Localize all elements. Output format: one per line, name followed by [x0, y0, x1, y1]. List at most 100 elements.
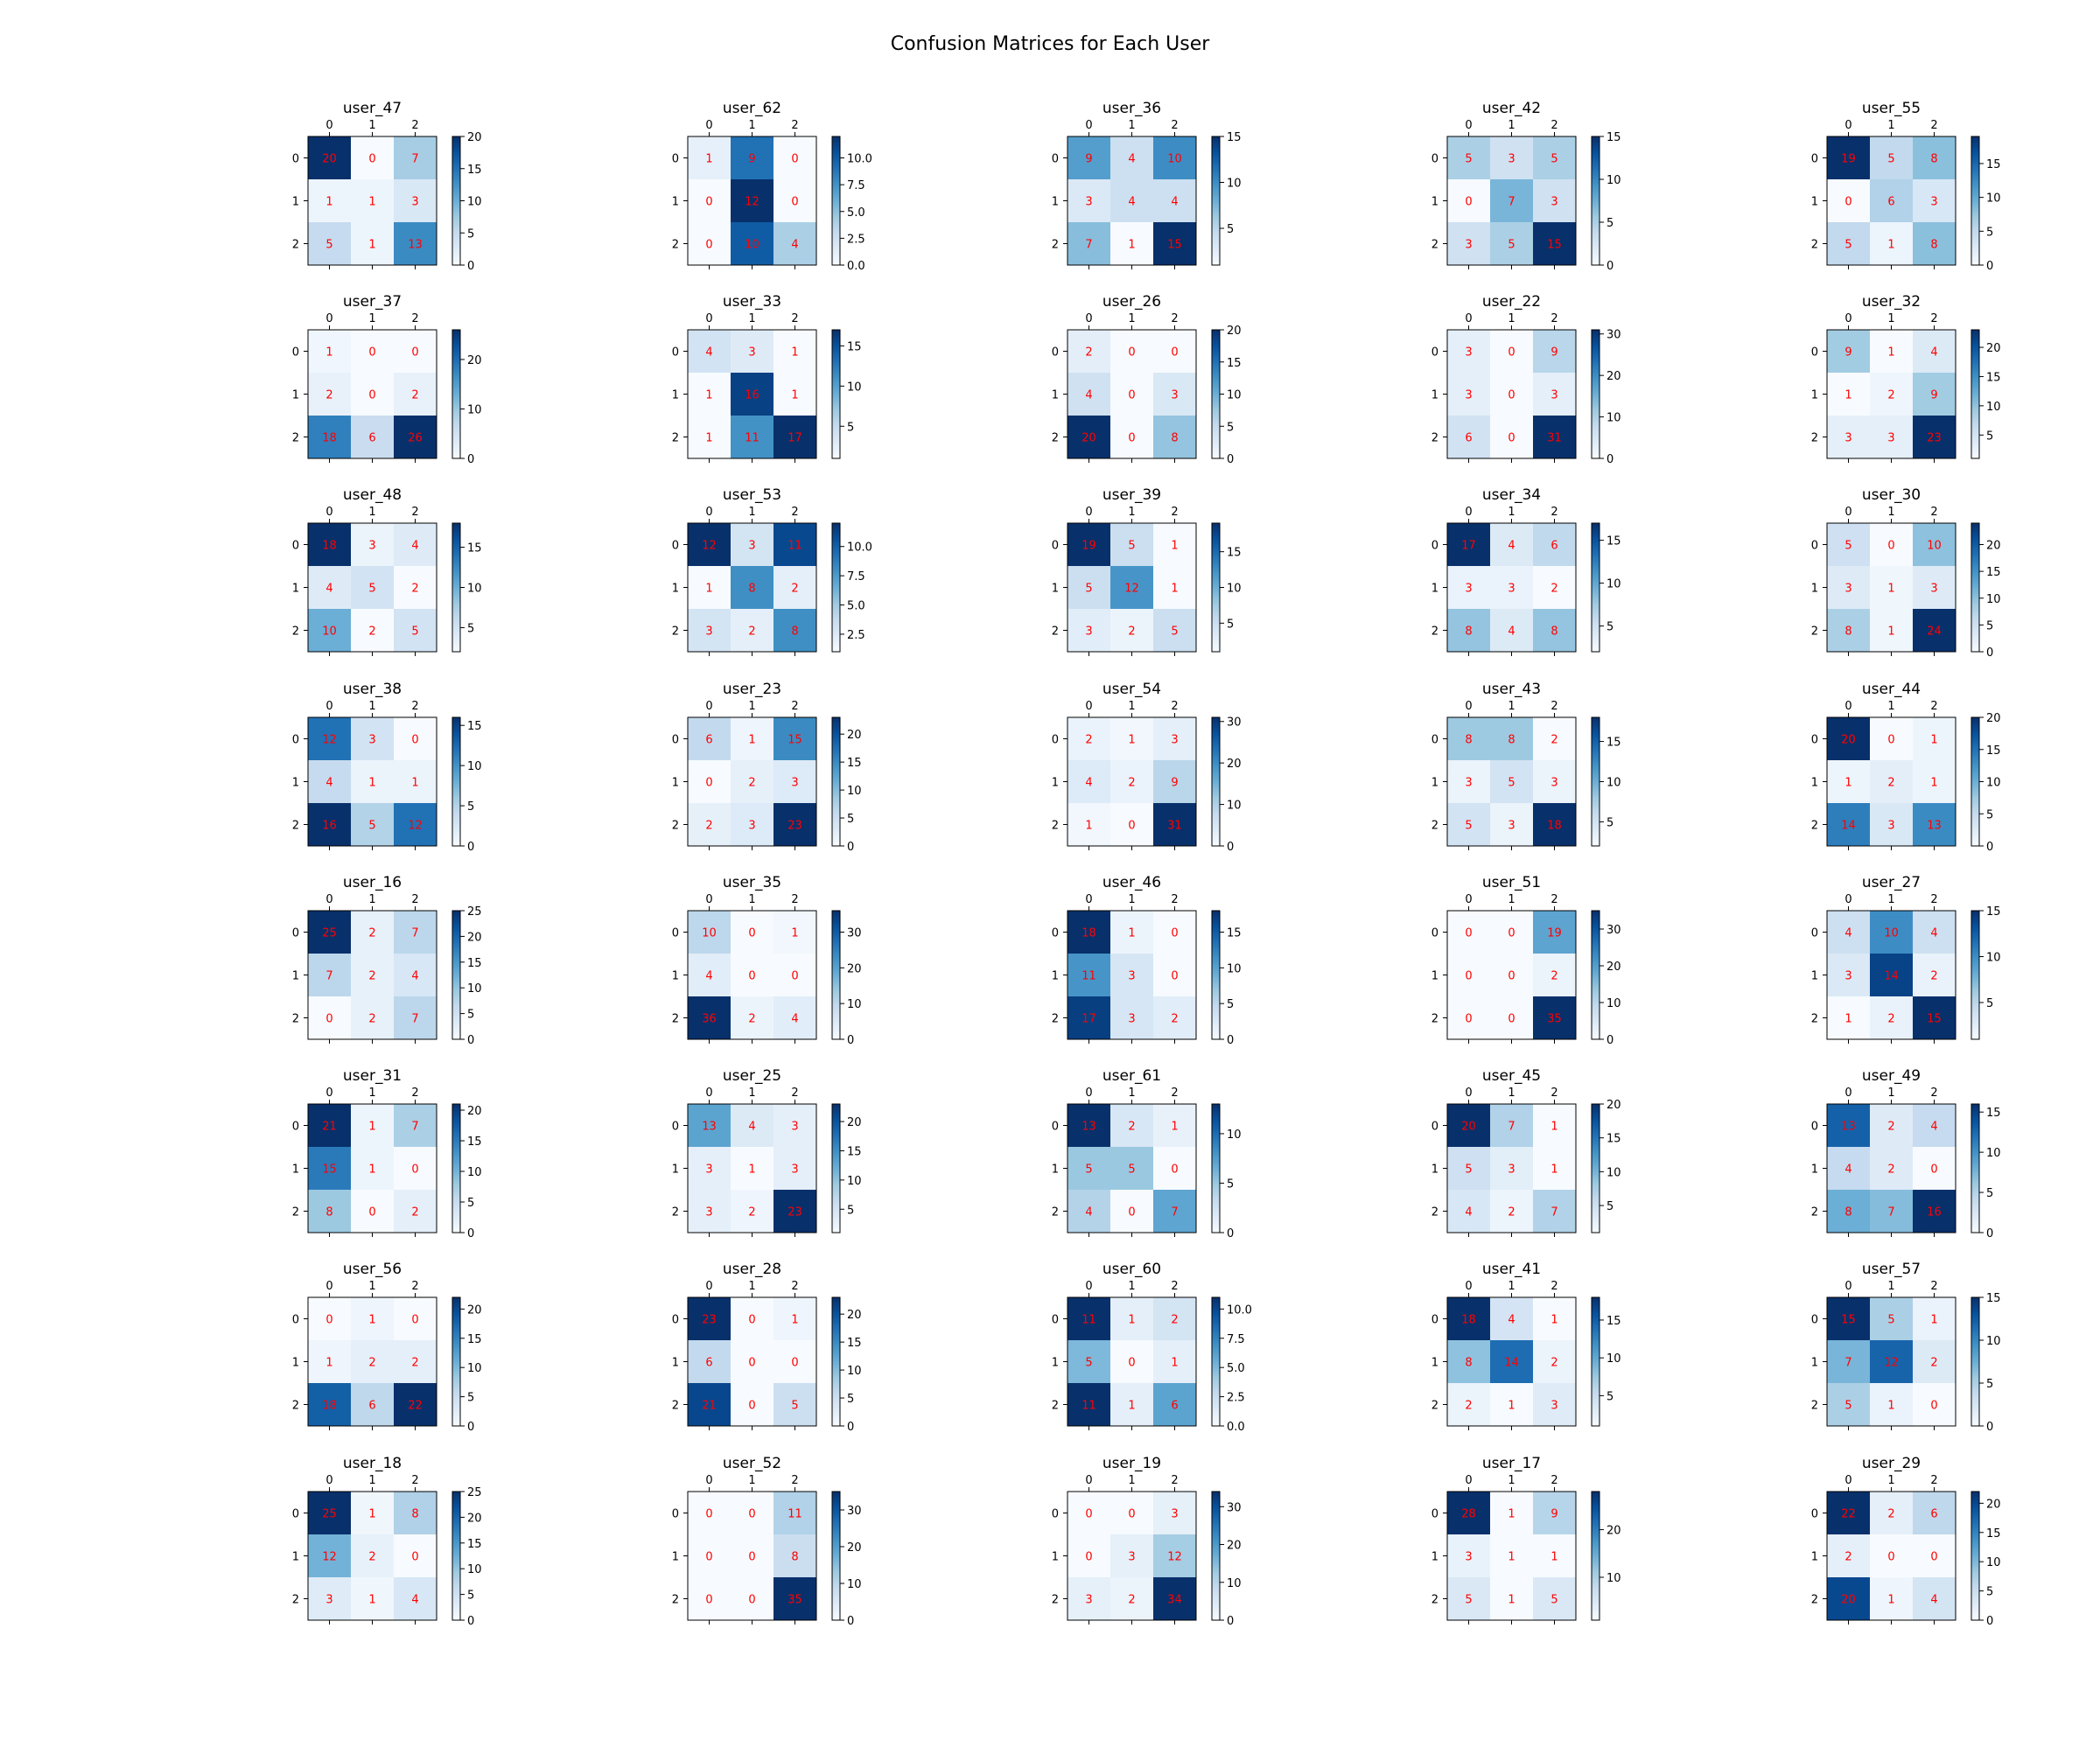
cell-value-label: 13 [1082, 1121, 1096, 1134]
matrix-cell [1490, 1340, 1533, 1383]
matrix-cell [1110, 416, 1153, 458]
colorbar-frame [1970, 522, 1980, 653]
matrix-cell [1827, 1147, 1870, 1190]
cell-value-label: 11 [1082, 1314, 1096, 1327]
y-tick-label: 2 [1052, 1206, 1059, 1219]
cell-value-label: 4 [1844, 927, 1852, 940]
matrix-cell [1447, 222, 1490, 265]
cell-value-label: 5 [1171, 625, 1178, 639]
y-tick-label: 1 [1052, 583, 1059, 596]
cell-value-label: 31 [1547, 432, 1562, 445]
colorbar-tick-label: 0 [1986, 1421, 1993, 1434]
colorbar-tick-label: 5 [1986, 1187, 1993, 1200]
matrix-cell [1447, 717, 1490, 760]
matrix-cell [688, 136, 731, 179]
colorbar-tick-label: 30 [1606, 329, 1621, 342]
cell-value-label: 1 [748, 734, 755, 747]
matrix-cell [731, 136, 774, 179]
matrix-cell [1447, 609, 1490, 652]
colorbar-tick-label: 15 [1606, 737, 1621, 750]
matrix-cell [688, 1297, 731, 1340]
matrix-cell [1870, 996, 1913, 1039]
cell-value-label: 2 [411, 1357, 418, 1370]
cell-value-label: 0 [748, 970, 755, 983]
matrix-cell [1870, 1492, 1913, 1534]
matrix-cell [731, 222, 774, 265]
x-tick-label: 0 [1465, 506, 1472, 519]
y-tick-label: 1 [1432, 389, 1438, 402]
cell-value-label: 18 [1082, 927, 1096, 940]
matrix-cell [351, 609, 394, 652]
colorbar [452, 1297, 460, 1426]
y-tick-label: 1 [292, 970, 299, 983]
colorbar [1212, 717, 1220, 846]
x-tick-label: 1 [368, 1474, 375, 1487]
cell-value-label: 4 [705, 970, 712, 983]
matrix-cell [1153, 1104, 1196, 1147]
matrix-cell [1447, 1383, 1490, 1426]
cell-value-label: 2 [791, 583, 798, 596]
colorbar-tick-label: 10 [1606, 412, 1621, 425]
cell-value-label: 5 [411, 625, 418, 639]
cell-value-label: 19 [1082, 540, 1096, 553]
cell-value-label: 1 [368, 1121, 375, 1134]
cell-value-label: 0 [1930, 1400, 1937, 1413]
cell-value-label: 25 [322, 927, 337, 940]
matrix-cell [1447, 566, 1490, 609]
cell-value-label: 8 [1508, 734, 1515, 747]
colorbar [452, 717, 460, 846]
matrix-cell [1153, 373, 1196, 416]
cell-value-label: 1 [1550, 1551, 1558, 1564]
x-tick-label: 0 [1844, 1280, 1852, 1293]
cell-value-label: 4 [326, 777, 332, 790]
cell-value-label: 2 [368, 1357, 375, 1370]
cell-value-label: 2 [1465, 1400, 1472, 1413]
cell-value-label: 0 [791, 196, 798, 209]
y-tick-label: 0 [1052, 1121, 1059, 1134]
panel-title: user_22 [1482, 293, 1541, 311]
x-tick-label: 2 [791, 1087, 798, 1100]
y-tick-label: 2 [1811, 625, 1818, 639]
cell-value-label: 1 [1508, 1400, 1515, 1413]
colorbar-tick-label: 0 [1986, 1615, 1993, 1628]
y-tick-label: 0 [292, 153, 299, 166]
colorbar-tick-label: 10 [467, 760, 482, 773]
cell-value-label: 31 [1167, 820, 1182, 833]
matrix-cell [1827, 1534, 1870, 1577]
cell-value-label: 14 [1841, 820, 1856, 833]
y-tick-label: 1 [1052, 1164, 1059, 1177]
matrix-cell [351, 136, 394, 179]
x-tick-label: 0 [1085, 893, 1092, 906]
matrix-cell [394, 1147, 437, 1190]
cell-value-label: 3 [1465, 239, 1472, 252]
cell-value-label: 20 [1841, 1594, 1856, 1607]
x-tick-label: 2 [411, 700, 418, 713]
y-tick-label: 0 [1811, 1508, 1818, 1521]
panel-title: user_43 [1482, 681, 1541, 698]
matrix-cell [774, 136, 816, 179]
matrix-cell [351, 416, 394, 458]
colorbar-tick-label: 5 [467, 622, 474, 635]
cell-value-label: 15 [1841, 1314, 1856, 1327]
x-tick-label: 2 [1171, 1474, 1178, 1487]
matrix-cell [731, 996, 774, 1039]
matrix-cell [1110, 1104, 1153, 1147]
cell-value-label: 3 [1465, 777, 1472, 790]
matrix-cell [1533, 1190, 1576, 1233]
cell-value-label: 2 [1930, 970, 1937, 983]
matrix-cell [774, 566, 816, 609]
colorbar-tick-label: 0 [1986, 260, 1993, 273]
colorbar [832, 136, 840, 265]
cell-value-label: 1 [1550, 1164, 1558, 1177]
cell-value-label: 2 [368, 970, 375, 983]
matrix-cell [1913, 1147, 1956, 1190]
cell-value-label: 3 [1550, 389, 1558, 402]
matrix-cell [1153, 179, 1196, 222]
x-tick-label: 1 [368, 1087, 375, 1100]
cell-value-label: 25 [322, 1508, 337, 1521]
colorbar-frame [1970, 329, 1980, 459]
